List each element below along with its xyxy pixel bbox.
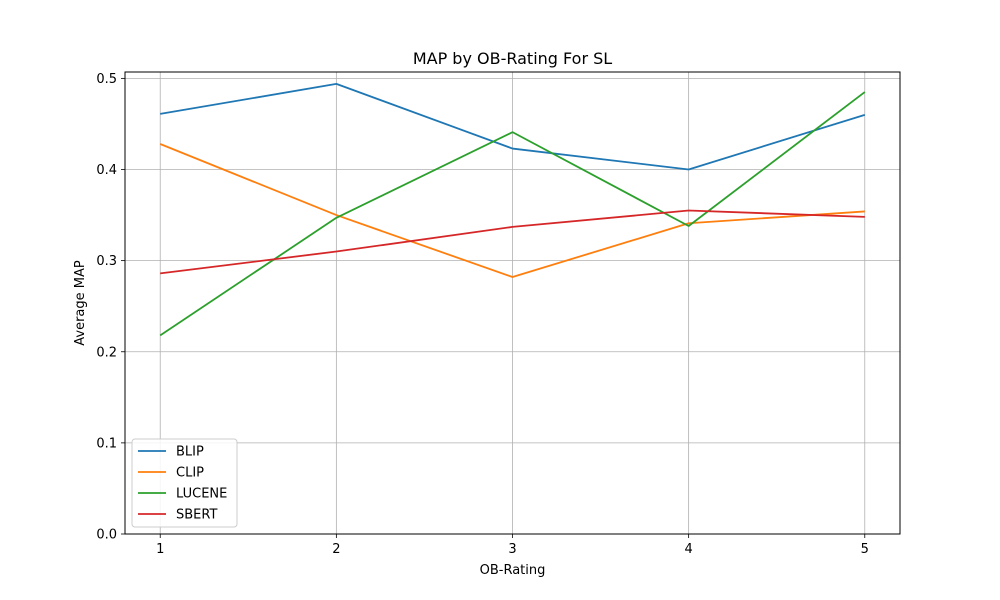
legend-label-sbert: SBERT — [176, 508, 217, 523]
x-tick-label: 1 — [156, 542, 164, 557]
x-tick-label: 5 — [861, 542, 869, 557]
y-tick-label: 0.2 — [96, 345, 117, 360]
y-tick-label: 0.5 — [96, 72, 117, 87]
y-axis-ticks: 0.0 0.1 0.2 0.3 0.4 0.5 — [96, 72, 125, 543]
y-tick-label: 0.1 — [96, 436, 117, 451]
series-line-sbert — [160, 209, 865, 275]
legend-label-blip: BLIP — [176, 445, 204, 460]
series-line-clip — [159, 143, 865, 278]
y-tick-label: 0.0 — [96, 528, 117, 543]
legend: BLIP CLIP LUCENE SBERT — [131, 438, 238, 528]
x-axis-ticks: 1 2 3 4 5 — [156, 534, 869, 557]
legend-label-lucene: LUCENE — [176, 487, 227, 502]
grid — [125, 72, 900, 535]
series-line-lucene — [159, 91, 866, 337]
y-tick-label: 0.3 — [96, 254, 117, 269]
y-axis-label: Average MAP — [73, 260, 88, 346]
legend-box — [131, 438, 238, 528]
x-axis-label: OB-Rating — [480, 563, 546, 578]
x-tick-label: 3 — [508, 542, 516, 557]
chart-title: MAP by OB-Rating For SL — [413, 49, 612, 68]
legend-label-clip: CLIP — [176, 466, 204, 481]
series-lines — [159, 82, 866, 337]
x-tick-label: 4 — [684, 542, 692, 557]
y-tick-label: 0.4 — [96, 163, 117, 178]
series-line-blip — [160, 82, 866, 171]
x-tick-label: 2 — [332, 542, 340, 557]
